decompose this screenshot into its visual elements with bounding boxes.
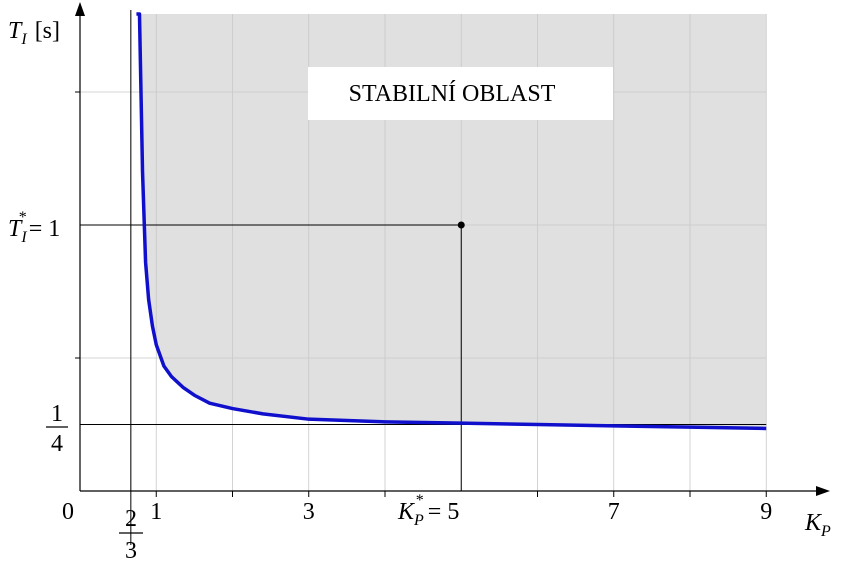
x-tick-label-4: 9 xyxy=(760,499,772,525)
x-fraction-numerator: 2 xyxy=(125,506,137,532)
x-axis-arrow xyxy=(816,486,830,496)
region-label-box xyxy=(308,67,613,120)
y-axis-label: TI [s] xyxy=(8,18,60,48)
axes xyxy=(75,2,830,497)
region-label: STABILNÍ OBLAST xyxy=(349,81,556,107)
x-tick-label-2: 3 xyxy=(303,499,315,525)
point-layer xyxy=(457,221,465,229)
ti-star-label: TI*= 1 xyxy=(8,209,60,246)
x-tick-label-3: 7 xyxy=(608,499,620,525)
curve-layer xyxy=(136,12,767,431)
series-line xyxy=(136,12,767,431)
x-special-tick-fraction: 2 3 xyxy=(119,506,143,564)
x-axis-label: KP xyxy=(804,510,831,540)
y-fraction-numerator: 1 xyxy=(51,401,63,427)
kp-star-label: KP* = 5 xyxy=(397,492,459,529)
y-axis-arrow xyxy=(75,2,85,16)
operating-point xyxy=(457,221,465,229)
y-special-tick-fraction: 1 4 xyxy=(46,401,68,457)
x-tick-label-0: 0 xyxy=(62,499,74,525)
tick-labels: 0 1 3 7 9 xyxy=(62,499,772,525)
x-tick-label-1: 1 xyxy=(150,499,162,525)
x-fraction-denominator: 3 xyxy=(125,538,137,564)
y-fraction-denominator: 4 xyxy=(51,431,63,457)
